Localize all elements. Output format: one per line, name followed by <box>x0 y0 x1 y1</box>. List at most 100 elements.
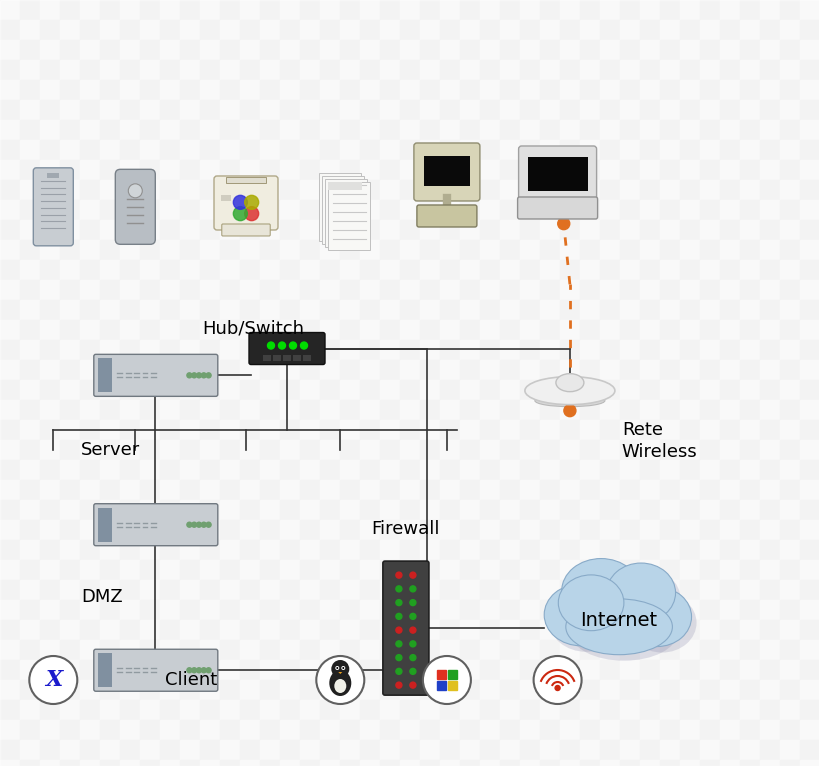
Bar <box>519 580 540 600</box>
Ellipse shape <box>558 575 623 630</box>
Bar <box>219 300 240 320</box>
Bar <box>779 540 799 560</box>
Bar <box>400 620 419 640</box>
Bar <box>180 100 200 120</box>
Bar <box>300 0 319 20</box>
Bar <box>219 100 240 120</box>
Bar <box>360 120 379 140</box>
Bar <box>60 20 80 40</box>
Bar <box>340 580 360 600</box>
Bar <box>240 500 260 520</box>
Ellipse shape <box>334 679 346 693</box>
Bar <box>440 300 459 320</box>
Bar <box>180 600 200 620</box>
Bar <box>40 60 60 80</box>
Bar <box>240 40 260 60</box>
FancyBboxPatch shape <box>221 224 270 236</box>
Bar <box>739 500 759 520</box>
Bar <box>419 60 440 80</box>
Bar <box>340 700 360 720</box>
Bar <box>180 200 200 220</box>
Bar <box>279 740 300 760</box>
Bar <box>679 460 699 480</box>
Bar <box>200 420 219 440</box>
Bar <box>459 240 479 260</box>
Bar <box>60 700 80 720</box>
Bar <box>619 580 639 600</box>
Bar <box>639 660 659 680</box>
Bar <box>619 320 639 340</box>
Bar <box>559 540 579 560</box>
Bar <box>319 220 340 240</box>
Bar <box>779 300 799 320</box>
Bar <box>679 520 699 540</box>
Bar <box>80 180 100 200</box>
Bar <box>400 140 419 160</box>
Bar <box>319 440 340 460</box>
Bar <box>799 240 819 260</box>
Bar <box>719 140 739 160</box>
Bar <box>779 460 799 480</box>
Bar <box>699 300 719 320</box>
Bar <box>540 240 559 260</box>
Circle shape <box>267 342 274 349</box>
Bar <box>500 680 519 700</box>
Bar <box>100 40 120 60</box>
Bar <box>579 60 600 80</box>
Bar <box>100 280 120 300</box>
Bar <box>140 440 160 460</box>
Bar <box>20 460 40 480</box>
Bar <box>40 260 60 280</box>
Bar <box>440 100 459 120</box>
Bar <box>340 300 360 320</box>
Bar <box>120 580 140 600</box>
Bar <box>100 700 120 720</box>
Bar <box>679 280 699 300</box>
Bar <box>540 700 559 720</box>
Bar <box>180 440 200 460</box>
Bar <box>279 40 300 60</box>
Bar <box>20 300 40 320</box>
Bar <box>279 440 300 460</box>
Bar <box>739 260 759 280</box>
Bar <box>479 40 500 60</box>
Bar <box>519 240 540 260</box>
Bar <box>500 100 519 120</box>
Bar <box>0 660 20 680</box>
Bar <box>639 420 659 440</box>
Bar <box>519 560 540 580</box>
Bar <box>779 80 799 100</box>
Bar <box>260 680 279 700</box>
Bar <box>80 80 100 100</box>
Bar <box>20 400 40 420</box>
Bar <box>779 0 799 20</box>
Bar <box>739 680 759 700</box>
Bar <box>519 320 540 340</box>
Bar <box>719 720 739 740</box>
Bar <box>619 680 639 700</box>
Bar <box>80 620 100 640</box>
Bar <box>619 640 639 660</box>
Bar <box>140 140 160 160</box>
Bar <box>400 340 419 360</box>
Bar <box>160 380 180 400</box>
Bar <box>559 440 579 460</box>
Bar <box>699 200 719 220</box>
FancyBboxPatch shape <box>414 143 479 201</box>
Bar <box>719 520 739 540</box>
Bar <box>459 200 479 220</box>
Bar <box>779 320 799 340</box>
Bar <box>40 640 60 660</box>
Circle shape <box>278 342 285 349</box>
Bar <box>379 300 400 320</box>
Bar <box>759 700 779 720</box>
Bar <box>100 220 120 240</box>
Bar <box>739 320 759 340</box>
Bar <box>319 640 340 660</box>
Bar <box>379 740 400 760</box>
Bar <box>180 400 200 420</box>
Bar <box>579 680 600 700</box>
Bar <box>699 720 719 740</box>
Bar <box>459 340 479 360</box>
Bar <box>360 80 379 100</box>
